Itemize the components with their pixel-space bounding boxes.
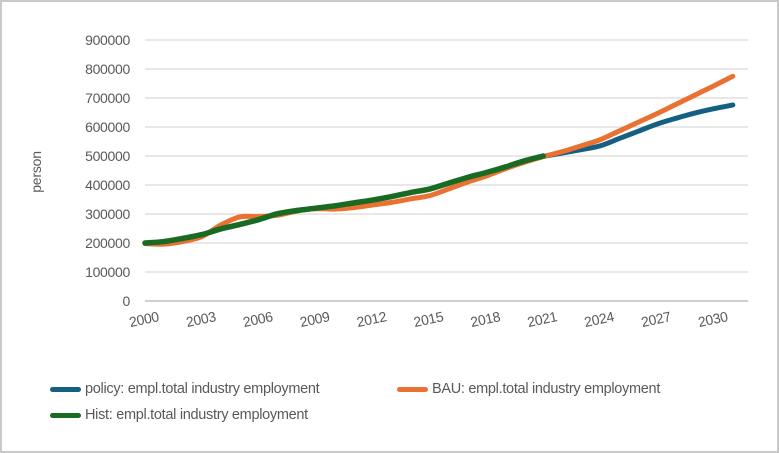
legend-label-bau: BAU: empl.total industry employment bbox=[432, 381, 661, 397]
x-tick-label: 2021 bbox=[526, 308, 559, 330]
legend-item-hist: Hist: empl.total industry employment bbox=[50, 407, 308, 423]
hist-line-swatch-icon bbox=[50, 412, 81, 418]
x-tick-label: 2006 bbox=[241, 308, 274, 330]
legend-label-policy: policy: empl.total industry employment bbox=[85, 381, 320, 397]
y-tick-label: 900000 bbox=[85, 32, 130, 48]
y-tick-label: 400000 bbox=[85, 177, 130, 193]
policy-series-line bbox=[142, 102, 736, 246]
x-tick-label: 2018 bbox=[469, 308, 502, 330]
x-tick-label: 2000 bbox=[128, 308, 161, 330]
y-tick-label: 500000 bbox=[85, 148, 130, 164]
legend: policy: empl.total industry employment B… bbox=[50, 381, 660, 423]
y-tick-label: 0 bbox=[123, 293, 131, 309]
x-tick-label: 2024 bbox=[583, 308, 616, 330]
y-tick-label: 100000 bbox=[85, 264, 130, 280]
x-tick-label: 2015 bbox=[412, 308, 445, 330]
legend-row-1: policy: empl.total industry employment B… bbox=[50, 381, 660, 397]
y-tick-label: 800000 bbox=[85, 61, 130, 77]
bau-series-line bbox=[142, 73, 736, 247]
legend-item-bau: BAU: empl.total industry employment bbox=[397, 381, 660, 397]
legend-label-hist: Hist: empl.total industry employment bbox=[85, 407, 308, 423]
x-tick-label: 2009 bbox=[298, 308, 331, 330]
x-tick-label: 2030 bbox=[697, 308, 730, 330]
x-tick-label: 2027 bbox=[640, 308, 673, 330]
policy-line-swatch-icon bbox=[50, 386, 81, 392]
x-tick-label: 2003 bbox=[185, 308, 218, 330]
legend-row-2: Hist: empl.total industry employment bbox=[50, 407, 660, 423]
y-tick-label: 600000 bbox=[85, 119, 130, 135]
y-tick-label: 300000 bbox=[85, 206, 130, 222]
hist-series-line bbox=[142, 153, 546, 246]
bau-line-swatch-icon bbox=[397, 386, 428, 392]
x-tick-label: 2012 bbox=[355, 308, 388, 330]
legend-item-policy: policy: empl.total industry employment bbox=[50, 381, 397, 397]
y-tick-label: 700000 bbox=[85, 90, 130, 106]
y-tick-label: 200000 bbox=[85, 235, 130, 251]
